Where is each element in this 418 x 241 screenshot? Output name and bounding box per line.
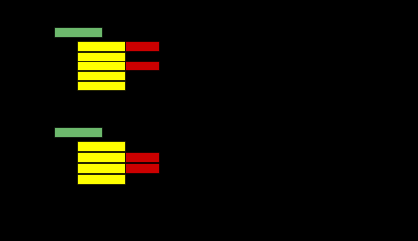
- FancyBboxPatch shape: [77, 52, 125, 61]
- FancyBboxPatch shape: [77, 61, 125, 70]
- FancyBboxPatch shape: [77, 41, 125, 51]
- FancyBboxPatch shape: [125, 163, 159, 173]
- FancyBboxPatch shape: [77, 81, 125, 90]
- FancyBboxPatch shape: [125, 152, 159, 162]
- FancyBboxPatch shape: [77, 141, 125, 151]
- FancyBboxPatch shape: [77, 152, 125, 162]
- FancyBboxPatch shape: [77, 174, 125, 184]
- FancyBboxPatch shape: [54, 127, 102, 137]
- FancyBboxPatch shape: [77, 71, 125, 80]
- FancyBboxPatch shape: [77, 163, 125, 173]
- FancyBboxPatch shape: [54, 27, 102, 37]
- FancyBboxPatch shape: [125, 61, 159, 70]
- FancyBboxPatch shape: [125, 41, 159, 51]
